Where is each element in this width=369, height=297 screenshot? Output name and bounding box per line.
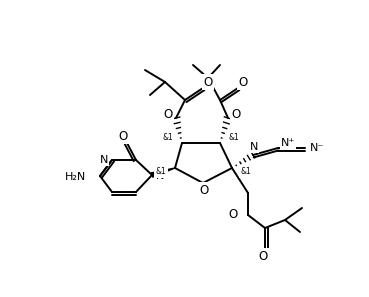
Text: N: N [156, 171, 164, 181]
Text: N⁺: N⁺ [281, 138, 295, 148]
Text: O: O [231, 108, 241, 121]
Text: &1: &1 [229, 132, 239, 141]
Text: O: O [229, 208, 238, 222]
Text: &1: &1 [241, 168, 251, 176]
Text: O: O [118, 129, 128, 143]
Text: N: N [100, 155, 108, 165]
Text: N: N [250, 142, 258, 152]
Text: N⁻: N⁻ [310, 143, 324, 153]
Text: O: O [203, 75, 213, 89]
Text: &1: &1 [163, 132, 173, 141]
Text: O: O [199, 184, 208, 197]
Polygon shape [151, 168, 175, 177]
Text: &1: &1 [156, 168, 166, 176]
Text: H₂N: H₂N [65, 172, 86, 182]
Text: O: O [163, 108, 173, 121]
Text: O: O [258, 249, 268, 263]
Text: O: O [238, 75, 248, 89]
